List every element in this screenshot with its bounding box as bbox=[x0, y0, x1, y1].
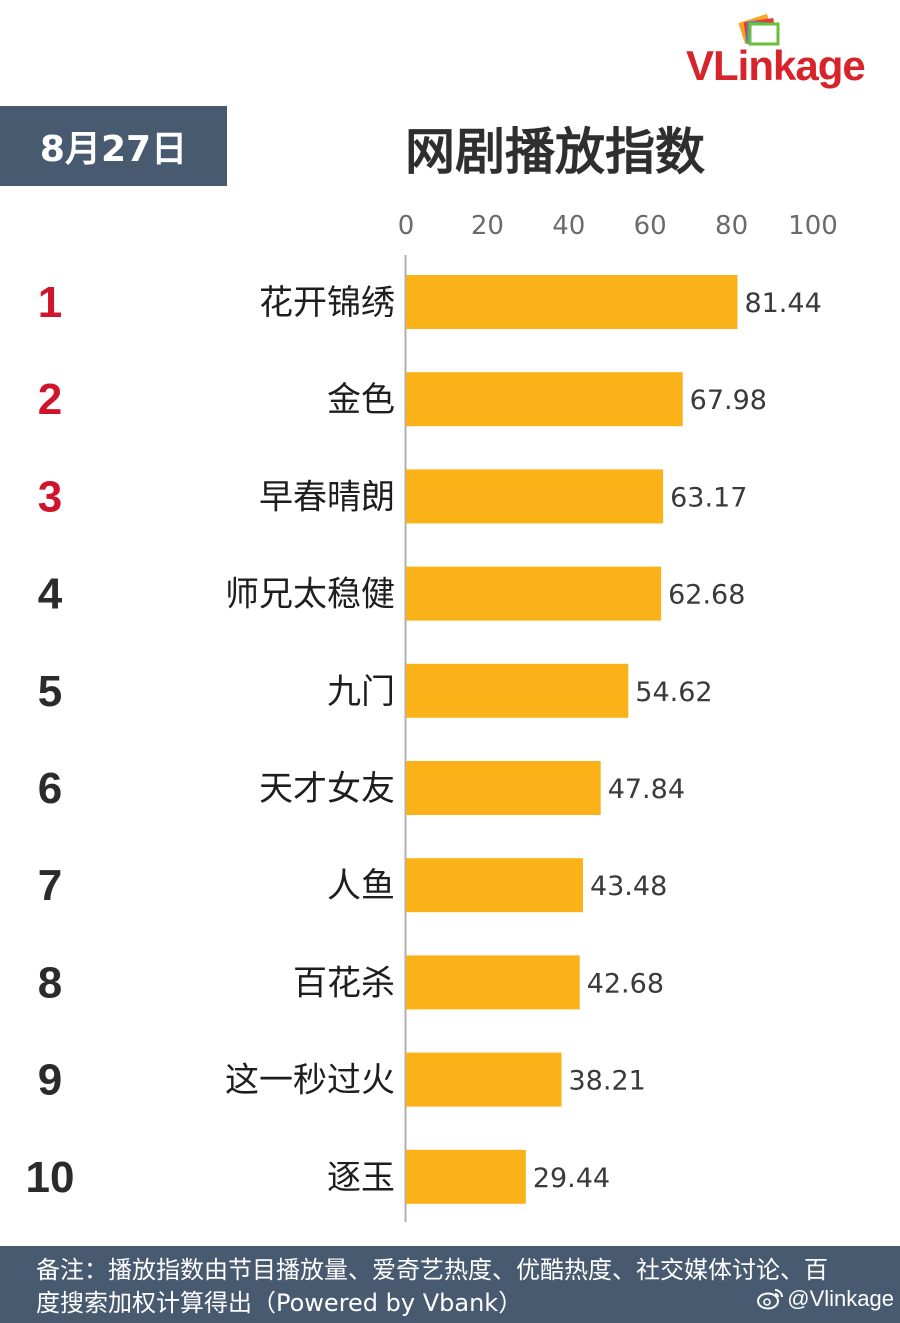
x-tick-label: 20 bbox=[471, 211, 504, 241]
category-label: 九门 bbox=[327, 672, 395, 712]
logo-text: VLinkage bbox=[686, 42, 866, 89]
value-label: 67.98 bbox=[690, 385, 767, 416]
rank-number: 8 bbox=[38, 958, 62, 1007]
bar bbox=[406, 955, 580, 1010]
category-label: 师兄太稳健 bbox=[225, 575, 395, 615]
value-label: 29.44 bbox=[533, 1163, 610, 1194]
rank-number: 10 bbox=[26, 1153, 75, 1202]
rank-number: 7 bbox=[38, 861, 62, 910]
value-label: 38.21 bbox=[569, 1066, 646, 1097]
bar bbox=[406, 1052, 562, 1107]
category-label: 百花杀 bbox=[293, 963, 395, 1003]
value-label: 47.84 bbox=[608, 774, 685, 805]
x-tick-label: 40 bbox=[552, 211, 585, 241]
x-tick-label: 60 bbox=[634, 211, 667, 241]
weibo-icon bbox=[757, 1289, 784, 1310]
bar-chart: 0 20 40 60 80 100 1 花开锦绣 81.44 2 金色 67.98 3 早春晴朗 63.1… bbox=[26, 211, 838, 1222]
category-label: 早春晴朗 bbox=[259, 477, 395, 517]
x-tick-label: 80 bbox=[715, 211, 748, 241]
bar bbox=[406, 372, 683, 427]
category-label: 这一秒过火 bbox=[225, 1061, 395, 1101]
rank-number: 3 bbox=[38, 472, 62, 521]
rank-number: 1 bbox=[38, 278, 62, 327]
category-label: 天才女友 bbox=[259, 769, 395, 809]
value-label: 54.62 bbox=[635, 677, 712, 708]
category-label: 人鱼 bbox=[327, 866, 395, 906]
value-label: 62.68 bbox=[668, 580, 745, 611]
weibo-watermark: @Vlinkage bbox=[757, 1286, 894, 1312]
bar bbox=[406, 761, 601, 815]
footnote: 备注：播放指数由节目播放量、爱奇艺热度、优酷热度、社交媒体讨论、百度搜索加权计算… bbox=[0, 1246, 900, 1323]
bar bbox=[406, 469, 664, 524]
rank-number: 5 bbox=[38, 667, 62, 716]
footnote-text: 备注：播放指数由节目播放量、爱奇艺热度、优酷热度、社交媒体讨论、百度搜索加权计算… bbox=[36, 1256, 828, 1317]
x-axis-ticks: 0 20 40 60 80 100 bbox=[398, 211, 838, 241]
value-label: 42.68 bbox=[587, 968, 664, 999]
vlinkage-logo: VLinkage bbox=[680, 8, 895, 89]
value-label: 63.17 bbox=[670, 482, 747, 513]
chart-title: 网剧播放指数 bbox=[405, 123, 705, 181]
bar bbox=[406, 663, 629, 718]
rank-number: 2 bbox=[38, 375, 62, 424]
bar bbox=[406, 566, 662, 621]
rank-number: 4 bbox=[38, 570, 63, 619]
rank-number: 6 bbox=[38, 764, 62, 813]
rank-number: 9 bbox=[38, 1056, 62, 1105]
value-label: 43.48 bbox=[590, 871, 667, 902]
category-label: 金色 bbox=[327, 380, 395, 420]
watermark-handle: @Vlinkage bbox=[787, 1286, 894, 1311]
category-label: 逐玉 bbox=[327, 1158, 395, 1198]
bar bbox=[406, 858, 583, 913]
x-tick-label: 0 bbox=[398, 211, 415, 241]
bar bbox=[406, 1149, 526, 1204]
bars: 1 花开锦绣 81.44 2 金色 67.98 3 早春晴朗 63.17 4 师兄太稳健 62.68 5… bbox=[26, 275, 822, 1204]
x-tick-label: 100 bbox=[788, 211, 838, 241]
category-label: 花开锦绣 bbox=[259, 283, 395, 323]
value-label: 81.44 bbox=[744, 288, 821, 319]
bar bbox=[406, 275, 738, 329]
logo-cards-icon bbox=[738, 13, 780, 46]
date-badge: 8月27日 bbox=[0, 106, 227, 186]
